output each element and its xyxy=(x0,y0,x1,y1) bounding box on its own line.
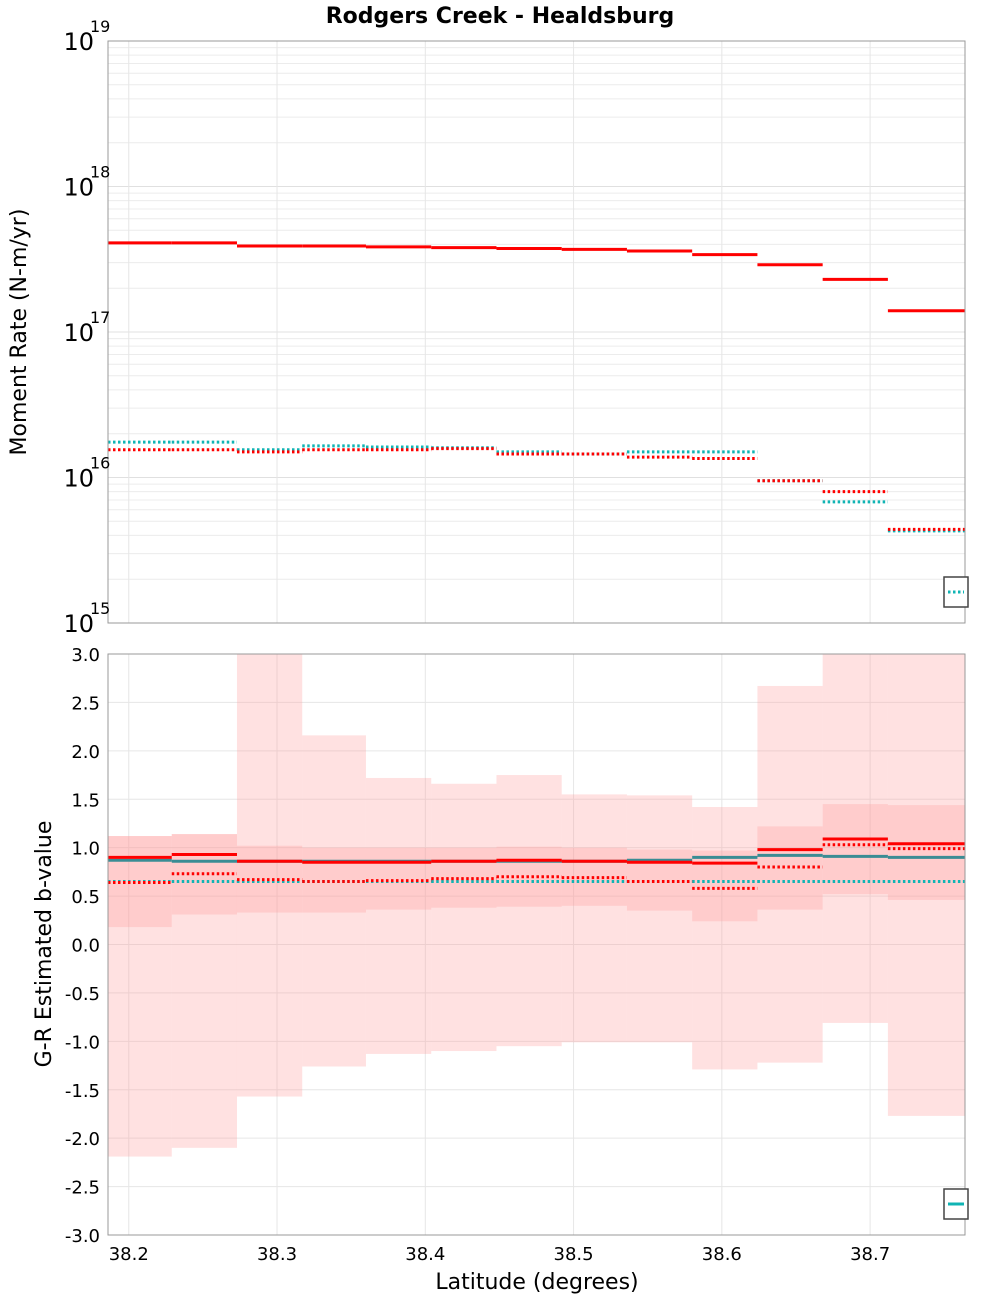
b-value-series xyxy=(108,837,965,890)
b-value-legend[interactable] xyxy=(943,1188,969,1220)
moment-rate-series xyxy=(108,241,965,533)
y-tick-label: 10 xyxy=(63,610,94,638)
y-tick-label: -2.5 xyxy=(65,1178,100,1199)
b-value-band-inner xyxy=(822,804,888,895)
y-tick-exponent: 15 xyxy=(90,599,110,618)
y-tick-label: 1.0 xyxy=(71,839,100,860)
b-value-band-outer xyxy=(236,654,303,1097)
y-tick-label: 10 xyxy=(63,174,94,202)
y-tick-exponent: 19 xyxy=(90,17,110,36)
y-tick-label: 10 xyxy=(63,465,94,493)
x-tick-label: 38.2 xyxy=(109,1244,149,1265)
b-value-band-outer xyxy=(365,777,432,1054)
b-value-band-outer xyxy=(626,795,693,1043)
y-tick-exponent: 16 xyxy=(90,454,110,473)
y-tick-label: 1.5 xyxy=(71,790,100,811)
y-tick-label: -1.5 xyxy=(65,1081,100,1102)
b-value-band-inner xyxy=(692,850,758,922)
y-tick-label: 3.0 xyxy=(71,645,100,666)
y-tick-label: 0.5 xyxy=(71,887,100,908)
b-value-band-outer xyxy=(108,836,172,1157)
y-tick-label: 2.5 xyxy=(71,693,100,714)
y-tick-label: -2.0 xyxy=(65,1129,100,1150)
b-value-band-outer xyxy=(887,654,965,1116)
chart-title: Rodgers Creek - Healdsburg xyxy=(326,4,675,29)
y-tick-label: 10 xyxy=(63,28,94,56)
b-value-y-ticks: 3.0 2.5 2.0 1.5 1.0 0.5 0.0 -0.5 -1.0 -1.5 -2.0 -2.… xyxy=(65,645,100,1247)
b-value-frame xyxy=(107,653,966,1236)
y-tick-exponent: 17 xyxy=(90,308,110,327)
b-value-panel: 3.0 2.5 2.0 1.5 1.0 0.5 0.0 -0.5 -1.0 -1.5 -2.0 -2.… xyxy=(32,645,969,1295)
x-axis-label: Latitude (degrees) xyxy=(435,1270,638,1295)
b-value-band-outer xyxy=(757,685,823,1063)
x-tick-label: 38.3 xyxy=(257,1244,297,1265)
moment-rate-grid xyxy=(108,40,965,624)
y-tick-label: -3.0 xyxy=(65,1226,100,1247)
b-value-band-inner xyxy=(887,805,965,900)
moment-rate-y-label: Moment Rate (N-m/yr) xyxy=(7,209,32,456)
moment-rate-legend[interactable] xyxy=(943,576,969,608)
moment-rate-frame xyxy=(107,40,966,624)
b-value-y-label: G-R Estimated b-value xyxy=(32,821,57,1068)
b-value-band-outer xyxy=(496,775,562,1047)
b-value-band-outer xyxy=(431,783,497,1052)
x-tick-label: 38.7 xyxy=(850,1244,890,1265)
y-tick-exponent: 18 xyxy=(90,163,110,182)
b-value-band-outer xyxy=(692,806,758,1070)
b-value-x-ticks: 38.2 38.3 38.4 38.5 38.6 38.7 xyxy=(109,1244,890,1265)
y-tick-label: 10 xyxy=(63,319,94,347)
x-tick-label: 38.6 xyxy=(702,1244,742,1265)
y-tick-label: 0.0 xyxy=(71,936,100,957)
y-tick-label: 2.0 xyxy=(71,742,100,763)
b-value-band-outer xyxy=(561,794,627,1043)
x-tick-label: 38.4 xyxy=(405,1244,445,1265)
b-value-band-inner xyxy=(365,847,432,910)
b-value-band-outer xyxy=(302,735,366,1067)
b-value-band-outer xyxy=(171,834,237,1148)
y-tick-label: -1.0 xyxy=(65,1032,100,1053)
legend-box xyxy=(943,576,969,608)
x-tick-label: 38.5 xyxy=(554,1244,594,1265)
y-tick-label: -0.5 xyxy=(65,984,100,1005)
